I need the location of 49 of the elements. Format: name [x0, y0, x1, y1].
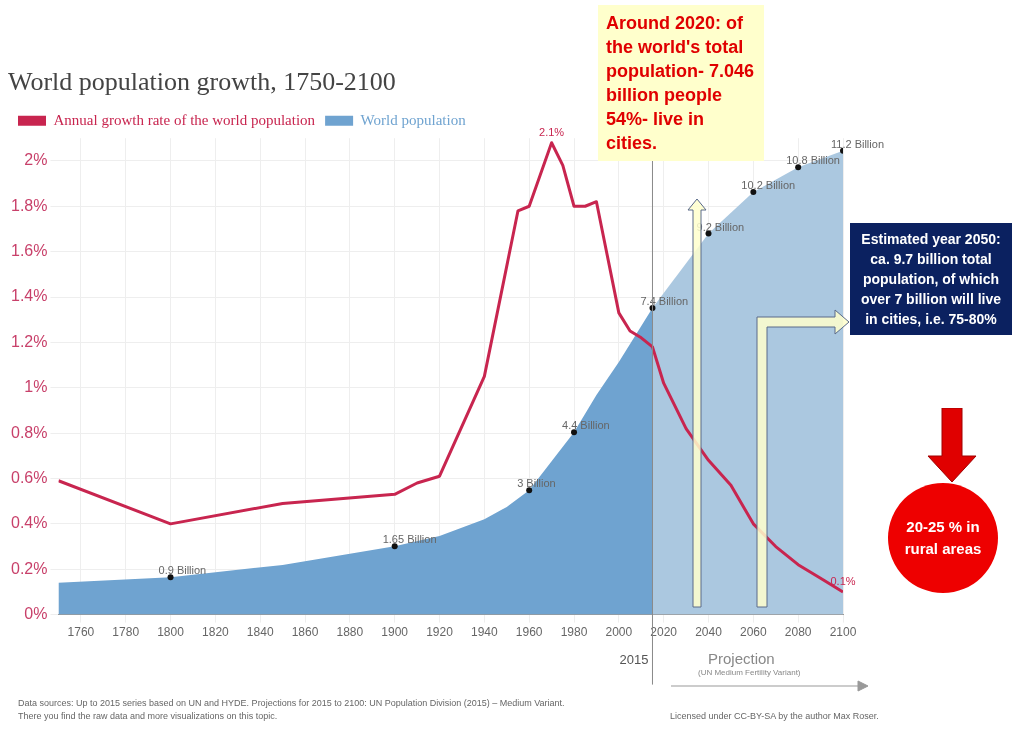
x-tick-label: 1980 — [560, 625, 588, 640]
x-tick-label: 1900 — [381, 625, 409, 640]
y-tick-label: 0% — [24, 605, 48, 623]
y-tick-label: 1.4% — [11, 287, 48, 305]
annotation: Around 2020: of the world's total population- 7.046 billion people 54%- live in cities. — [598, 5, 764, 161]
ref-line-label: 2015 — [619, 652, 649, 668]
legend-label: Annual growth rate of the world population — [53, 111, 316, 128]
x-tick-label: 1880 — [336, 625, 364, 640]
data-label: 1.65 Billion — [382, 533, 437, 546]
data-label: 10.2 Billion — [741, 179, 796, 192]
data-label: 9.2 Billion — [696, 220, 745, 233]
data-label: 4.4 Billion — [562, 419, 610, 432]
x-tick-label: 1820 — [202, 625, 230, 640]
text: Data sources: Up to 2015 series based on UN and HYDE. Projections for 2015 to 2100: UN Population Division (2015) – Medium Variant. — [18, 698, 565, 708]
text: Estimated year 2050: ca. 9.7 billion total population, of which over 7 billion will live in cities, i.e. 75-80% — [850, 223, 1012, 335]
chart-title: World population growth, 1750-2100 — [8, 67, 396, 97]
legend-label: World population — [360, 111, 467, 128]
text: 20-25 % in rural areas — [903, 517, 983, 559]
data-label: 2.1% — [539, 125, 565, 138]
x-tick-label: 1760 — [67, 625, 95, 640]
x-tick-label: 1960 — [515, 625, 543, 640]
y-tick-label: 1% — [24, 378, 48, 396]
text: Licensed under CC-BY-SA by the author Max Roser. — [670, 711, 879, 721]
y-tick-label: 1.2% — [11, 332, 48, 350]
x-tick-label: 2040 — [695, 625, 723, 640]
x-tick-label: 2100 — [829, 625, 857, 640]
x-tick-label: 1800 — [157, 625, 185, 640]
y-tick-label: 2% — [24, 151, 48, 169]
data-label: 10.8 Billion — [786, 154, 840, 167]
text: There you find the raw data and more visualizations on this topic. — [18, 711, 278, 721]
x-tick-label: 1920 — [426, 625, 454, 640]
y-tick-label: 1.8% — [11, 196, 48, 214]
data-label: 0.9 Billion — [158, 564, 207, 577]
text: (UN Medium Fertility Variant) — [698, 668, 801, 677]
data-label: 0.1% — [830, 574, 856, 587]
x-tick-label: 1780 — [112, 625, 140, 640]
x-tick-label: 1860 — [291, 625, 319, 640]
y-tick-label: 0.6% — [11, 468, 48, 486]
x-tick-label: 2060 — [739, 625, 768, 640]
x-tick-label: 2080 — [784, 625, 812, 640]
x-tick-label: 1840 — [246, 625, 274, 640]
y-tick-label: 0.4% — [11, 514, 48, 532]
x-tick-label: 1940 — [471, 625, 499, 640]
text: Projection — [708, 650, 775, 667]
data-label: 11.2 Billion — [831, 137, 884, 150]
x-tick-label: 2000 — [605, 625, 633, 640]
y-tick-label: 1.6% — [11, 242, 48, 260]
y-tick-label: 0.8% — [11, 423, 48, 441]
y-tick-label: 0.2% — [11, 559, 48, 577]
